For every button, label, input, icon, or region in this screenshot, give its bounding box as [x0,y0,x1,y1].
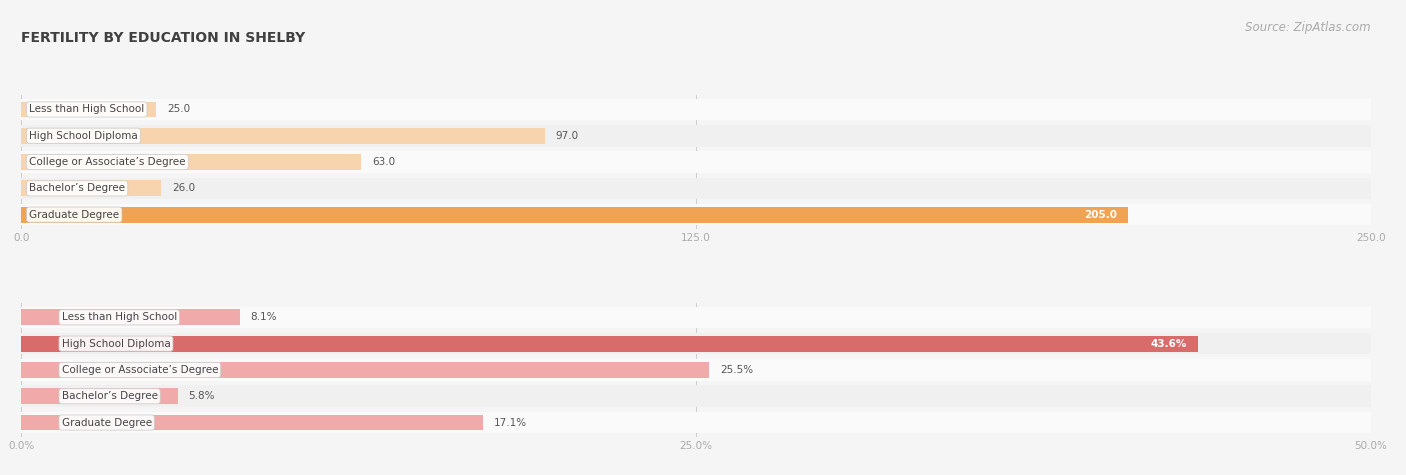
Text: College or Associate’s Degree: College or Associate’s Degree [30,157,186,167]
Bar [21,309,240,325]
Bar [21,178,1371,199]
Text: High School Diploma: High School Diploma [30,131,138,141]
Text: 205.0: 205.0 [1084,209,1118,219]
Text: Bachelor’s Degree: Bachelor’s Degree [30,183,125,193]
Bar [21,151,1371,173]
Bar [21,128,544,143]
Text: Less than High School: Less than High School [62,313,177,323]
Bar [21,336,1198,352]
Text: FERTILITY BY EDUCATION IN SHELBY: FERTILITY BY EDUCATION IN SHELBY [21,31,305,45]
Text: 43.6%: 43.6% [1152,339,1187,349]
Bar [21,180,162,196]
Text: 25.0: 25.0 [167,104,190,114]
Bar [21,99,1371,120]
Text: Bachelor’s Degree: Bachelor’s Degree [62,391,157,401]
Text: Graduate Degree: Graduate Degree [30,209,120,219]
Bar [21,154,361,170]
Bar [21,412,1371,433]
Bar [21,385,1371,407]
Text: College or Associate’s Degree: College or Associate’s Degree [62,365,218,375]
Bar [21,415,482,430]
Bar [21,306,1371,328]
Text: 97.0: 97.0 [555,131,579,141]
Bar [21,333,1371,354]
Text: Source: ZipAtlas.com: Source: ZipAtlas.com [1246,21,1371,34]
Bar [21,204,1371,226]
Text: Less than High School: Less than High School [30,104,145,114]
Text: 63.0: 63.0 [373,157,395,167]
Bar [21,207,1128,223]
Text: High School Diploma: High School Diploma [62,339,170,349]
Text: 5.8%: 5.8% [188,391,215,401]
Text: Graduate Degree: Graduate Degree [62,418,152,428]
Text: 17.1%: 17.1% [494,418,527,428]
Text: 8.1%: 8.1% [250,313,277,323]
Text: 26.0: 26.0 [173,183,195,193]
Bar [21,389,177,404]
Bar [21,125,1371,147]
Bar [21,359,1371,381]
Bar [21,102,156,117]
Text: 25.5%: 25.5% [720,365,754,375]
Bar [21,362,710,378]
